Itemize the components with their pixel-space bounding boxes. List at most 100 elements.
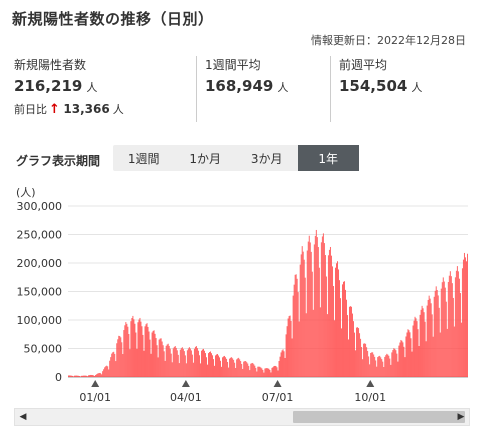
bar-day — [95, 374, 97, 377]
tab-1-month[interactable]: 1か月 — [189, 151, 222, 166]
day-diff-label: 前日比 — [14, 103, 47, 116]
bar-day — [181, 347, 183, 377]
bar-day — [362, 359, 364, 377]
bar-day — [178, 363, 180, 377]
bar-day — [321, 236, 323, 377]
bar-day — [462, 259, 464, 377]
bar-day — [137, 322, 139, 377]
bar-day — [69, 375, 70, 377]
bar-day — [189, 348, 191, 377]
bar-day — [375, 360, 377, 377]
bar-day — [106, 365, 108, 377]
bar-day — [389, 358, 391, 377]
bar-day — [343, 281, 344, 377]
bar-day — [128, 333, 130, 377]
bar-day — [184, 355, 186, 377]
bar-day — [127, 326, 129, 377]
bar-day — [411, 351, 413, 377]
bar-day — [259, 366, 261, 377]
bar-day — [227, 361, 229, 377]
bar-day — [443, 281, 445, 377]
bar-day — [185, 363, 187, 377]
bar-day — [267, 368, 269, 377]
bar-day — [222, 357, 224, 377]
bar-day — [145, 324, 147, 377]
bar-day — [262, 369, 264, 377]
scroll-thumb[interactable] — [292, 411, 465, 423]
bar-day — [194, 346, 196, 377]
bar-day — [377, 357, 379, 377]
weekly-avg-label: 1週間平均 — [205, 58, 261, 72]
bar-day — [238, 357, 240, 377]
bar-day — [203, 348, 204, 377]
bar-day — [228, 367, 230, 377]
bar-day — [214, 365, 215, 377]
bar-day — [429, 298, 431, 377]
bar-day — [289, 315, 291, 377]
chart-scrollbar[interactable]: ◀ ▶ — [14, 408, 470, 426]
bar-day — [431, 314, 433, 377]
bar-day — [156, 345, 158, 377]
bar-day — [332, 286, 334, 377]
bar-day — [282, 349, 284, 377]
bar-day — [290, 320, 292, 377]
bar-day — [82, 375, 83, 377]
bar-day — [135, 332, 137, 377]
arrow-right-icon[interactable]: ▶ — [457, 412, 465, 422]
bar-day — [298, 321, 300, 377]
bar-day — [403, 346, 405, 377]
bar-day — [284, 357, 286, 377]
bar-day — [359, 333, 361, 377]
bar-day — [391, 352, 393, 377]
period-label: グラフ表示期間 — [16, 154, 101, 168]
bar-day — [111, 353, 113, 377]
bar-day — [412, 325, 414, 377]
bar-day — [103, 369, 105, 377]
bar-day — [416, 321, 418, 377]
bar-day — [97, 373, 99, 377]
bar-day — [350, 306, 351, 377]
tab-1-week[interactable]: 1週間 — [127, 151, 160, 166]
bar-day — [219, 357, 220, 377]
bar-day — [344, 281, 345, 377]
bar-day — [346, 299, 347, 377]
bar-day — [405, 336, 407, 377]
bar-day — [68, 375, 69, 377]
bar-day — [394, 348, 396, 377]
bar-day — [323, 243, 325, 377]
bar-day — [169, 348, 171, 377]
bar-day — [432, 336, 434, 377]
bar-day — [325, 276, 327, 377]
bar-day — [457, 271, 459, 377]
bar-day — [255, 367, 257, 377]
bar-day — [114, 353, 116, 377]
bar-day — [85, 375, 86, 377]
bar-day — [414, 316, 416, 377]
bar-day — [244, 361, 246, 377]
tab-3-months[interactable]: 3か月 — [250, 151, 283, 166]
bar-day — [307, 241, 309, 377]
bar-day — [371, 352, 373, 377]
bar-day — [251, 363, 253, 377]
arrow-left-icon[interactable]: ◀ — [19, 412, 27, 422]
bar-day — [305, 313, 307, 377]
bar-day — [173, 346, 175, 377]
bar-day — [248, 365, 250, 377]
bar-day — [445, 301, 447, 377]
bar-day — [112, 352, 114, 377]
bar-day — [188, 347, 190, 377]
bar-day — [340, 298, 341, 377]
bar-day — [257, 366, 259, 377]
bar-day — [308, 235, 310, 377]
bar-day — [441, 282, 443, 377]
bar-day — [368, 356, 370, 377]
tab-1-year[interactable]: 1年 — [297, 145, 359, 171]
bar-day — [197, 350, 199, 377]
bar-day — [415, 318, 417, 377]
bar-day — [78, 375, 79, 377]
bar-day — [246, 362, 248, 377]
bar-day — [426, 305, 428, 377]
bar-day — [92, 375, 94, 377]
bar-day — [155, 338, 157, 377]
bar-day — [264, 368, 266, 377]
